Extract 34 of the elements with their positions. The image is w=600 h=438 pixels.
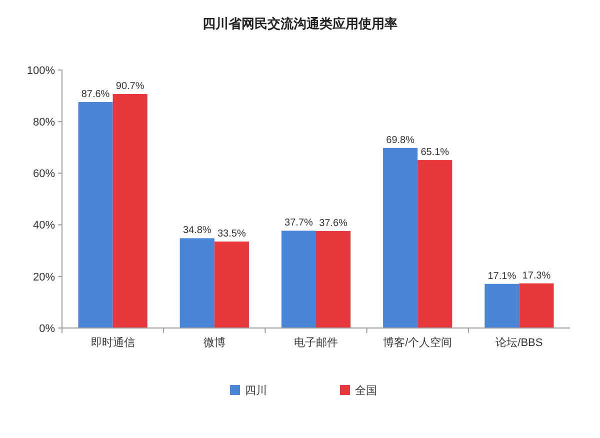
data-label: 37.7% [284, 218, 314, 229]
chart-title: 四川省网民交流沟通类应用使用率 [202, 16, 398, 31]
x-tick-label: 即时通信 [90, 336, 135, 349]
x-tick-label: 论坛/BBS [496, 337, 543, 349]
x-tick-label: 博客/个人空间 [383, 336, 452, 349]
bar [484, 284, 520, 328]
data-label: 33.5% [217, 228, 246, 240]
data-label: 69.8% [386, 134, 415, 146]
legend-label: 全国 [355, 384, 377, 397]
data-label: 37.6% [319, 218, 348, 229]
legend-label: 四川 [245, 384, 267, 397]
bar [519, 283, 554, 328]
bar [418, 160, 452, 328]
x-tick-label: 电子邮件 [294, 336, 338, 349]
y-tick-label: 40% [32, 220, 56, 232]
data-label: 17.3% [522, 270, 551, 282]
bar [214, 242, 249, 328]
bar [78, 102, 113, 328]
y-tick-label: 100% [26, 64, 56, 77]
y-tick-label: 60% [32, 168, 56, 180]
data-label: 90.7% [116, 80, 144, 92]
x-tick-label: 微博 [203, 336, 226, 349]
data-label: 65.1% [420, 147, 450, 158]
data-label: 34.8% [182, 225, 212, 236]
bar [180, 238, 214, 328]
data-label: 87.6% [81, 88, 110, 100]
data-label: 17.1% [488, 270, 516, 282]
y-tick-label: 20% [32, 271, 56, 284]
bar [112, 94, 148, 328]
bar [281, 230, 316, 328]
y-tick-label: 0% [39, 322, 56, 335]
bar [383, 148, 418, 328]
bar [316, 230, 351, 328]
y-tick-label: 80% [32, 116, 56, 128]
